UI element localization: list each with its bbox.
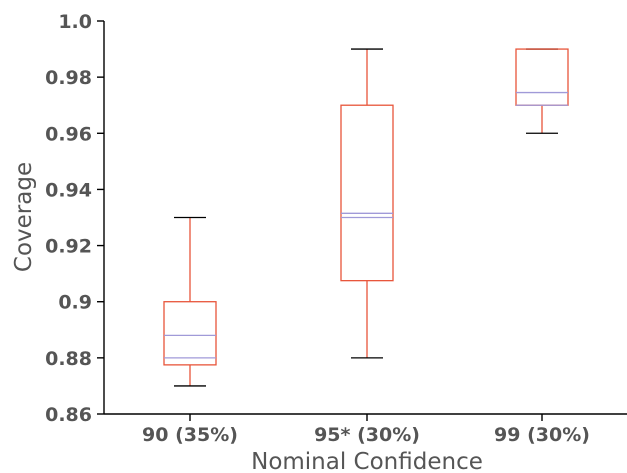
x-tick-label: 95* (30%)	[314, 424, 420, 446]
x-tick-label: 90 (35%)	[142, 424, 238, 446]
y-tick-label: 0.86	[45, 404, 92, 426]
box-group	[515, 48, 569, 134]
y-axis-title: Coverage	[11, 162, 37, 272]
y-tick-label: 0.88	[45, 348, 92, 370]
x-axis-title: Nominal Confidence	[251, 449, 483, 473]
box-group	[340, 48, 394, 359]
box-group	[163, 216, 217, 387]
y-tick-label: 0.92	[45, 236, 92, 258]
plot-area	[163, 48, 569, 387]
iqr-box	[340, 104, 394, 282]
y-tick-label: 0.9	[58, 292, 92, 314]
iqr-box	[163, 301, 217, 366]
x-tick-label: 99 (30%)	[494, 424, 590, 446]
y-tick-label: 0.96	[45, 123, 92, 145]
iqr-box	[515, 48, 569, 106]
x-axis-ticks: 90 (35%) 95* (30%) 99 (30%)	[142, 414, 590, 446]
y-axis-ticks: 0.86 0.88 0.9 0.92 0.94 0.96 0.98 1.0	[45, 11, 104, 426]
y-tick-label: 0.94	[45, 179, 92, 201]
y-tick-label: 1.0	[58, 11, 92, 33]
y-tick-label: 0.98	[45, 67, 92, 89]
